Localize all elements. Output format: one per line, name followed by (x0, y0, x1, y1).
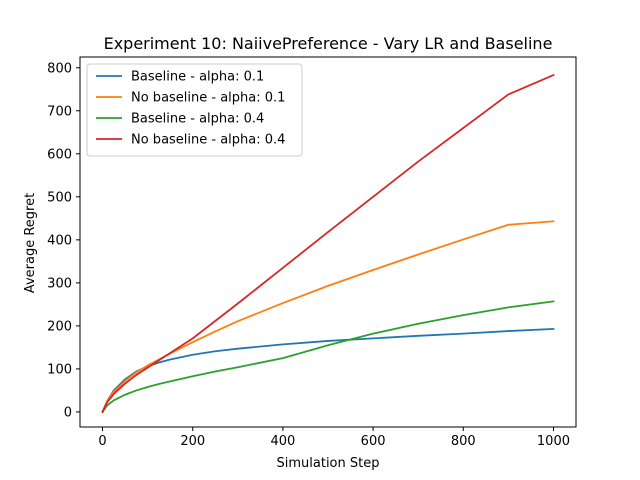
x-tick-label: 400 (270, 434, 295, 449)
legend-label: Baseline - alpha: 0.1 (131, 70, 264, 85)
plot-area: 0 200 400 600 800 1000 0 100 200 300 400 500 600 700 8… (47, 56, 577, 449)
series-line-1 (101, 327, 555, 414)
series-line-2 (101, 220, 555, 414)
y-tick-label: 0 (64, 405, 72, 420)
y-tick-label: 200 (47, 319, 72, 334)
x-axis-title: Simulation Step (277, 456, 380, 471)
y-tick-label: 800 (47, 61, 72, 76)
legend-label: No baseline - alpha: 0.1 (131, 91, 285, 106)
chart-title: Experiment 10: NaiivePreference - Vary L… (104, 34, 553, 53)
series-line-3 (101, 300, 555, 414)
legend-box (86, 63, 303, 157)
series-line-4 (101, 73, 555, 414)
y-tick-label: 300 (47, 276, 72, 291)
x-tick-label: 200 (180, 434, 205, 449)
x-tick-label: 0 (98, 434, 106, 449)
x-tick-label: 800 (451, 434, 476, 449)
y-axis-title: Average Regret (23, 193, 38, 293)
y-tick-label: 100 (47, 362, 72, 377)
axes-frame (79, 56, 577, 428)
y-tick-label: 600 (47, 147, 72, 162)
y-tick-label: 700 (47, 104, 72, 119)
legend: Baseline - alpha: 0.1 No baseline - alpha… (86, 63, 303, 157)
legend-label: No baseline - alpha: 0.4 (131, 133, 285, 148)
y-tick-label: 400 (47, 233, 72, 248)
x-tick-label: 1000 (537, 434, 570, 449)
legend-label: Baseline - alpha: 0.4 (131, 112, 264, 127)
x-tick-label: 600 (361, 434, 386, 449)
y-tick-label: 500 (47, 190, 72, 205)
